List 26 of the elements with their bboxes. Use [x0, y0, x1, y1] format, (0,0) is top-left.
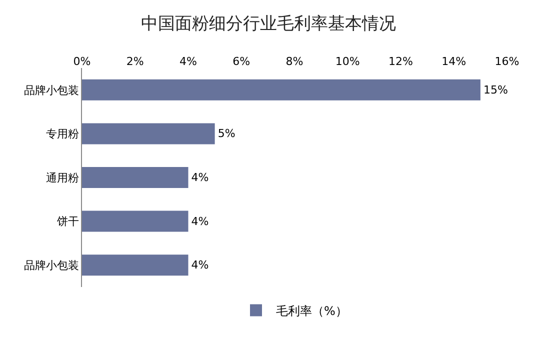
chart-title: 中国面粉细分行业毛利率基本情况	[141, 14, 396, 34]
x-tick-label: 0%	[73, 54, 91, 68]
legend-label: 毛利率（%）	[276, 304, 348, 318]
x-tick-label: 2%	[126, 54, 144, 68]
y-tick-label: 饼干	[56, 215, 79, 228]
x-tick-label: 4%	[180, 54, 197, 68]
bar	[82, 166, 188, 188]
data-label: 4%	[191, 214, 209, 228]
bar	[82, 254, 188, 276]
data-label: 5%	[218, 127, 236, 140]
data-label: 4%	[191, 171, 209, 184]
x-tick-label: 6%	[232, 54, 250, 68]
x-tick-label: 14%	[442, 54, 466, 68]
x-tick-label: 16%	[494, 54, 520, 68]
x-tick-label: 8%	[286, 54, 304, 68]
x-tick-label: 10%	[335, 54, 360, 68]
data-label: 4%	[191, 258, 209, 272]
y-tick-label: 专用粉	[46, 128, 79, 141]
bar	[82, 79, 480, 100]
y-tick-label: 通用粉	[46, 171, 79, 184]
bar	[82, 210, 188, 232]
y-tick-label: 品牌小包装	[24, 84, 79, 97]
bar	[82, 123, 215, 144]
data-label: 15%	[483, 83, 508, 96]
y-tick-label: 品牌小包装	[24, 258, 79, 272]
x-tick-label: 12%	[388, 54, 413, 68]
